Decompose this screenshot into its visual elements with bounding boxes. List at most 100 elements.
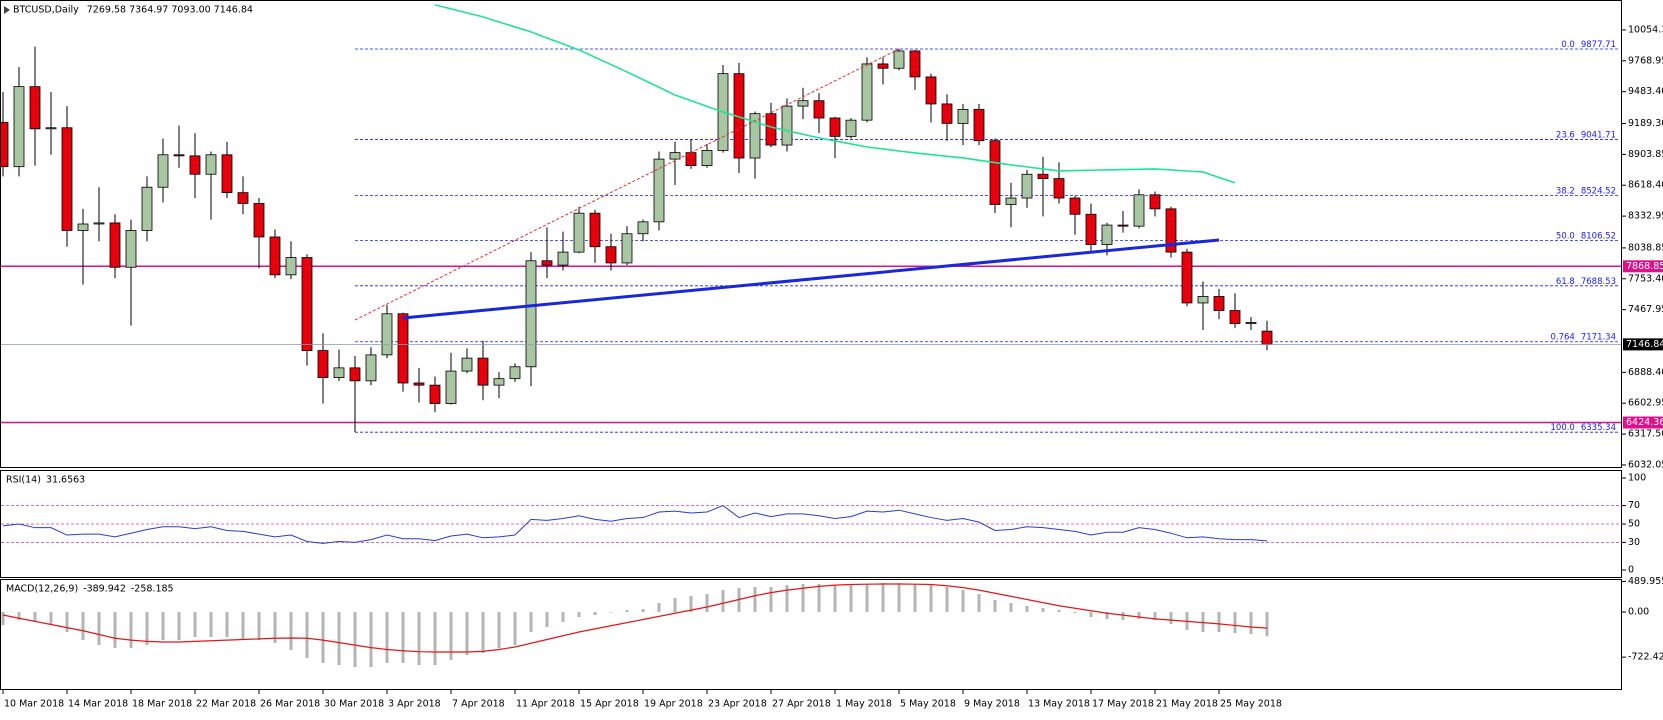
macd-bar <box>833 585 837 612</box>
macd-bar <box>369 612 373 667</box>
macd-bar <box>113 612 117 648</box>
x-tick-label: 26 Mar 2018 <box>260 699 320 710</box>
y-tick-label: 9768.95 <box>1628 55 1663 66</box>
candle-body <box>365 354 377 382</box>
price-tag <box>1623 416 1663 429</box>
rsi-value: 31.6563 <box>46 475 85 486</box>
x-tick-label: 30 Mar 2018 <box>324 699 384 710</box>
macd-bar <box>785 585 789 612</box>
macd-bar <box>881 583 885 612</box>
candle-body <box>701 150 713 166</box>
y-tick-label: 9483.40 <box>1628 86 1663 97</box>
candle-body <box>429 384 441 404</box>
macd-bar <box>625 610 629 612</box>
fib-level: 100.0 <box>1551 423 1575 433</box>
fib-level: 61.8 <box>1556 276 1575 286</box>
macd-bar <box>193 612 197 637</box>
candle-body <box>637 221 649 235</box>
candle-body <box>397 313 409 384</box>
candle-body <box>1101 224 1113 245</box>
candle-body <box>77 223 89 231</box>
candle-body <box>909 50 921 78</box>
candle-body <box>957 108 969 124</box>
fib-level: 38.2 <box>1556 186 1575 196</box>
x-tick-label: 14 Mar 2018 <box>68 699 128 710</box>
macd-bar <box>1041 608 1045 612</box>
candle-body <box>189 155 201 175</box>
macd-bar <box>433 612 437 665</box>
fib-level: 0.764 <box>1551 332 1575 342</box>
macd-bar <box>257 612 261 640</box>
macd-bar <box>817 584 821 612</box>
candle-body <box>1149 194 1161 210</box>
rsi-line <box>2 505 1268 544</box>
candle-body <box>861 63 873 121</box>
macd-bar <box>689 596 693 612</box>
macd-tick-label: 0.00 <box>1628 607 1649 618</box>
macd-bar <box>337 612 341 665</box>
y-tick-label: 7753.40 <box>1628 273 1663 284</box>
fib-level: 50.0 <box>1556 231 1575 241</box>
macd-bar <box>65 612 69 632</box>
macd-bar <box>97 612 101 645</box>
x-tick-label: 17 May 2018 <box>1092 699 1154 710</box>
candle-body <box>29 86 41 130</box>
macd-bar <box>1089 612 1093 617</box>
macd-bar <box>545 612 549 627</box>
macd-bar <box>577 612 581 617</box>
macd-bar <box>417 612 421 665</box>
candle-body <box>973 108 985 142</box>
x-tick-label: 1 May 2018 <box>836 699 892 710</box>
candle-body <box>669 152 681 160</box>
fib-anchor-line <box>354 47 902 321</box>
fib-level: 23.6 <box>1556 130 1575 140</box>
macd-bar <box>177 612 181 640</box>
candle-body <box>557 251 569 266</box>
candle-body <box>141 186 153 231</box>
fib-price: 6335.34 <box>1581 423 1616 433</box>
macd-bar <box>481 612 485 653</box>
candle-body <box>205 154 217 175</box>
candle-body <box>1261 330 1273 345</box>
macd-bar <box>865 584 869 612</box>
candle-body <box>1053 178 1065 199</box>
candle-body <box>93 222 105 225</box>
fib-label: 61.8 7688.53 <box>1556 276 1616 286</box>
candle-body <box>109 222 121 268</box>
candle-body <box>653 158 665 223</box>
y-tick-label: 8332.95 <box>1628 211 1663 222</box>
fib-price: 8524.52 <box>1581 186 1616 196</box>
macd-bar <box>1009 603 1013 612</box>
macd-bar <box>305 612 309 658</box>
fib-label: 100.0 6335.34 <box>1551 423 1617 433</box>
x-tick-label: 18 Mar 2018 <box>132 699 192 710</box>
macd-panel <box>1 583 1269 667</box>
x-tick-label: 7 Apr 2018 <box>452 699 505 710</box>
candle-body <box>237 192 249 204</box>
candle-body <box>13 86 25 168</box>
x-tick-label: 22 Mar 2018 <box>196 699 256 710</box>
macd-bar <box>961 590 965 612</box>
candle-body <box>173 154 185 157</box>
axes: 10054.30 9768.95 9483.40 9189.30 8903.85 8618… <box>2 24 1663 710</box>
candle-body <box>509 366 521 380</box>
candle-body <box>1037 173 1049 179</box>
macd-bar <box>289 612 293 650</box>
candle-body <box>125 230 137 268</box>
fib-price: 7171.34 <box>1581 332 1616 342</box>
macd-bar <box>129 612 133 648</box>
candle-body <box>1005 197 1017 205</box>
macd-bar <box>1025 606 1029 612</box>
moving-average <box>434 4 1236 184</box>
last-price-tag <box>1623 338 1663 351</box>
candle-body <box>477 357 489 386</box>
macd-title: MACD(12,26,9) <box>6 584 78 595</box>
macd-bar <box>321 612 325 663</box>
candle-body <box>333 367 345 378</box>
candle-body <box>989 140 1001 205</box>
macd-bar <box>561 612 565 622</box>
macd-bar <box>1249 612 1253 634</box>
candle-body <box>941 103 953 124</box>
macd-bar <box>353 612 357 667</box>
fib-price: 7688.53 <box>1581 276 1616 286</box>
